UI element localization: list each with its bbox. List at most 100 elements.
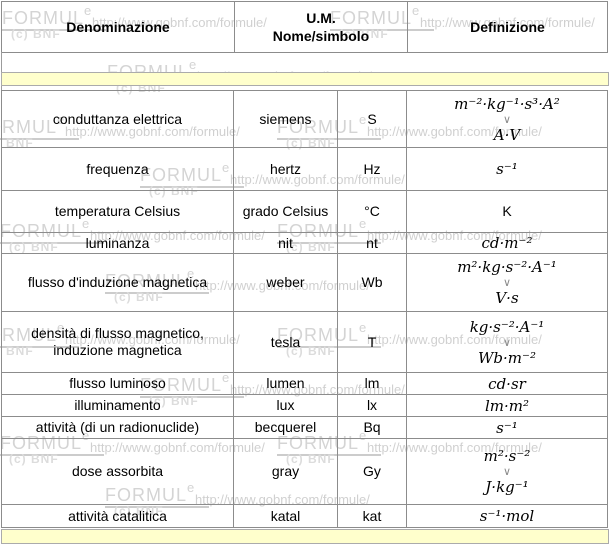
unit-name: katal <box>233 505 337 527</box>
definition-cell: cd·sr <box>406 373 607 394</box>
bnf-copyright: (c) BNF <box>339 27 389 41</box>
formule-logo: FORMULe <box>2 3 107 31</box>
watermark-url: http://www.gobnf.com/formule/ <box>92 15 267 30</box>
table-row: frequenza hertz Hz s⁻¹ <box>2 147 607 190</box>
unit-name: nit <box>233 233 337 253</box>
header-denominazione: Denominazione <box>2 2 234 52</box>
yellow-band-top <box>1 72 609 86</box>
table-row: attività (di un radionuclide) becquerel … <box>2 416 607 438</box>
quantity-name: temperatura Celsius <box>54 203 181 219</box>
watermark-tile: FORMULe(c) BNF http://www.gobnf.com/formu… <box>0 320 305 360</box>
formula-line: s⁻¹ <box>496 418 518 437</box>
quantity-name: illuminamento <box>74 397 161 413</box>
watermark-url: http://www.gobnf.com/formule/ <box>367 440 542 455</box>
formula-line: m²·kg·s⁻²·A⁻¹ <box>457 258 557 276</box>
formula-line: A·V <box>493 125 521 144</box>
header-um-label: U.M. <box>306 10 336 26</box>
unit-name: gray <box>233 439 337 504</box>
unit-name: lux <box>233 395 337 416</box>
watermark-url: http://www.gobnf.com/formule/ <box>367 124 542 139</box>
left-border-segment <box>1 52 2 90</box>
unit-name: lumen <box>233 373 337 394</box>
quantity-name: flusso luminoso <box>69 375 166 391</box>
definition-cell: cd·m⁻² <box>406 233 607 253</box>
header-um-nome-simbolo: U.M. Nome/simbolo <box>234 2 408 52</box>
formule-logo: FORMULe <box>105 266 210 294</box>
unit-name: hertz <box>233 148 337 190</box>
unit-name: siemens <box>233 91 337 147</box>
definition-cell: s⁻¹ <box>406 148 607 190</box>
formule-logo: FORMULe <box>0 216 105 244</box>
definition-cell: K <box>406 191 607 232</box>
watermark-url: http://www.gobnf.com/formule/ <box>65 124 240 139</box>
unit-symbol: kat <box>337 505 406 527</box>
formula-line: s⁻¹ <box>496 160 518 178</box>
formula-line: kg·s⁻²·A⁻¹ <box>469 317 545 336</box>
unit-symbol: T <box>337 312 406 372</box>
unit-symbol: °C <box>337 191 406 232</box>
unit-name: becquerel <box>233 417 337 438</box>
watermark-url: http://www.gobnf.com/formule/ <box>230 382 405 397</box>
definition-cell: m²·s⁻² ∨ J·kg⁻¹ <box>406 439 607 504</box>
table-row: temperatura Celsius grado Celsius °C K <box>2 190 607 232</box>
bnf-copyright: (c) BNF <box>149 394 199 408</box>
bnf-copyright: (c) BNF <box>9 240 59 254</box>
bnf-copyright: (c) BNF <box>149 184 199 198</box>
unit-name: grado Celsius <box>233 191 337 232</box>
units-data-table: conduttanza elettrica siemens S m⁻²·kg⁻¹… <box>1 90 608 528</box>
quantity-name: conduttanza elettrica <box>52 110 183 127</box>
definition-cell: s⁻¹ <box>406 417 607 438</box>
formula-line: s⁻¹·mol <box>479 507 535 525</box>
header-definizione: Definizione <box>408 2 607 52</box>
unit-symbol: Hz <box>337 148 406 190</box>
watermark-url: http://www.gobnf.com/formule/ <box>65 332 240 347</box>
table-row: flusso d'induzione magnetica weber Wb m²… <box>2 253 607 311</box>
or-separator: ∨ <box>502 465 512 478</box>
watermark-tile: FORMULe(c) BNF http://www.gobnf.com/formu… <box>2 3 332 43</box>
unit-symbol: Gy <box>337 439 406 504</box>
unit-symbol: lm <box>337 373 406 394</box>
table-row: flusso luminoso lumen lm cd·sr <box>2 372 607 394</box>
formula-line: m²·s⁻² <box>483 447 531 465</box>
definition-cell: kg·s⁻²·A⁻¹ ∨ Wb·m⁻² <box>406 312 607 372</box>
or-separator: ∨ <box>502 112 512 126</box>
table-row: illuminamento lux lx lm·m² <box>2 394 607 416</box>
unit-symbol: Wb <box>337 254 406 311</box>
watermark-url: http://www.gobnf.com/formule/ <box>90 228 265 243</box>
header-nome-simbolo-label: Nome/simbolo <box>272 28 370 44</box>
formula-line: K <box>502 203 512 219</box>
watermark-url: http://www.gobnf.com/formule/ <box>420 15 595 30</box>
bnf-copyright: (c) BNF <box>0 344 34 358</box>
table-row: conduttanza elettrica siemens S m⁻²·kg⁻¹… <box>2 91 607 147</box>
formula-line: V·s <box>495 289 519 307</box>
watermark-tile: FORMULe(c) BNF http://www.gobnf.com/formu… <box>330 3 611 43</box>
unit-symbol: S <box>337 91 406 147</box>
watermark-url: http://www.gobnf.com/formule/ <box>230 172 405 187</box>
watermark-tile: FORMULe(c) BNF http://www.gobnf.com/formu… <box>0 216 330 256</box>
formule-logo: FORMULe <box>330 3 435 31</box>
formule-logo: FORMULe <box>140 160 245 188</box>
watermark-url: http://www.gobnf.com/formule/ <box>90 440 265 455</box>
bnf-copyright: (c) BNF <box>9 452 59 466</box>
formula-line: m⁻²·kg⁻¹·s³·A² <box>454 94 560 113</box>
bnf-copyright: (c) BNF <box>11 27 61 41</box>
formule-logo: FORMULe <box>0 112 80 140</box>
header-definizione-label: Definizione <box>470 19 545 35</box>
formula-line: Wb·m⁻² <box>478 348 536 367</box>
definition-cell: m⁻²·kg⁻¹·s³·A² ∨ A·V <box>406 91 607 147</box>
formule-logo: FORMULe <box>0 320 80 348</box>
formula-line: lm·m² <box>484 396 530 415</box>
quantity-name: luminanza <box>85 234 150 251</box>
watermark-url: http://www.gobnf.com/formule/ <box>367 228 542 243</box>
quantity-name: attività (di un radionuclide) <box>35 419 200 435</box>
unit-symbol: Bq <box>337 417 406 438</box>
quantity-name: dose assorbita <box>71 463 164 479</box>
yellow-band-bottom <box>1 529 609 544</box>
quantity-name: densità di flusso magnetico, induzione m… <box>31 325 204 358</box>
header-denominazione-label: Denominazione <box>66 19 170 35</box>
bnf-copyright: (c) BNF <box>286 344 336 358</box>
